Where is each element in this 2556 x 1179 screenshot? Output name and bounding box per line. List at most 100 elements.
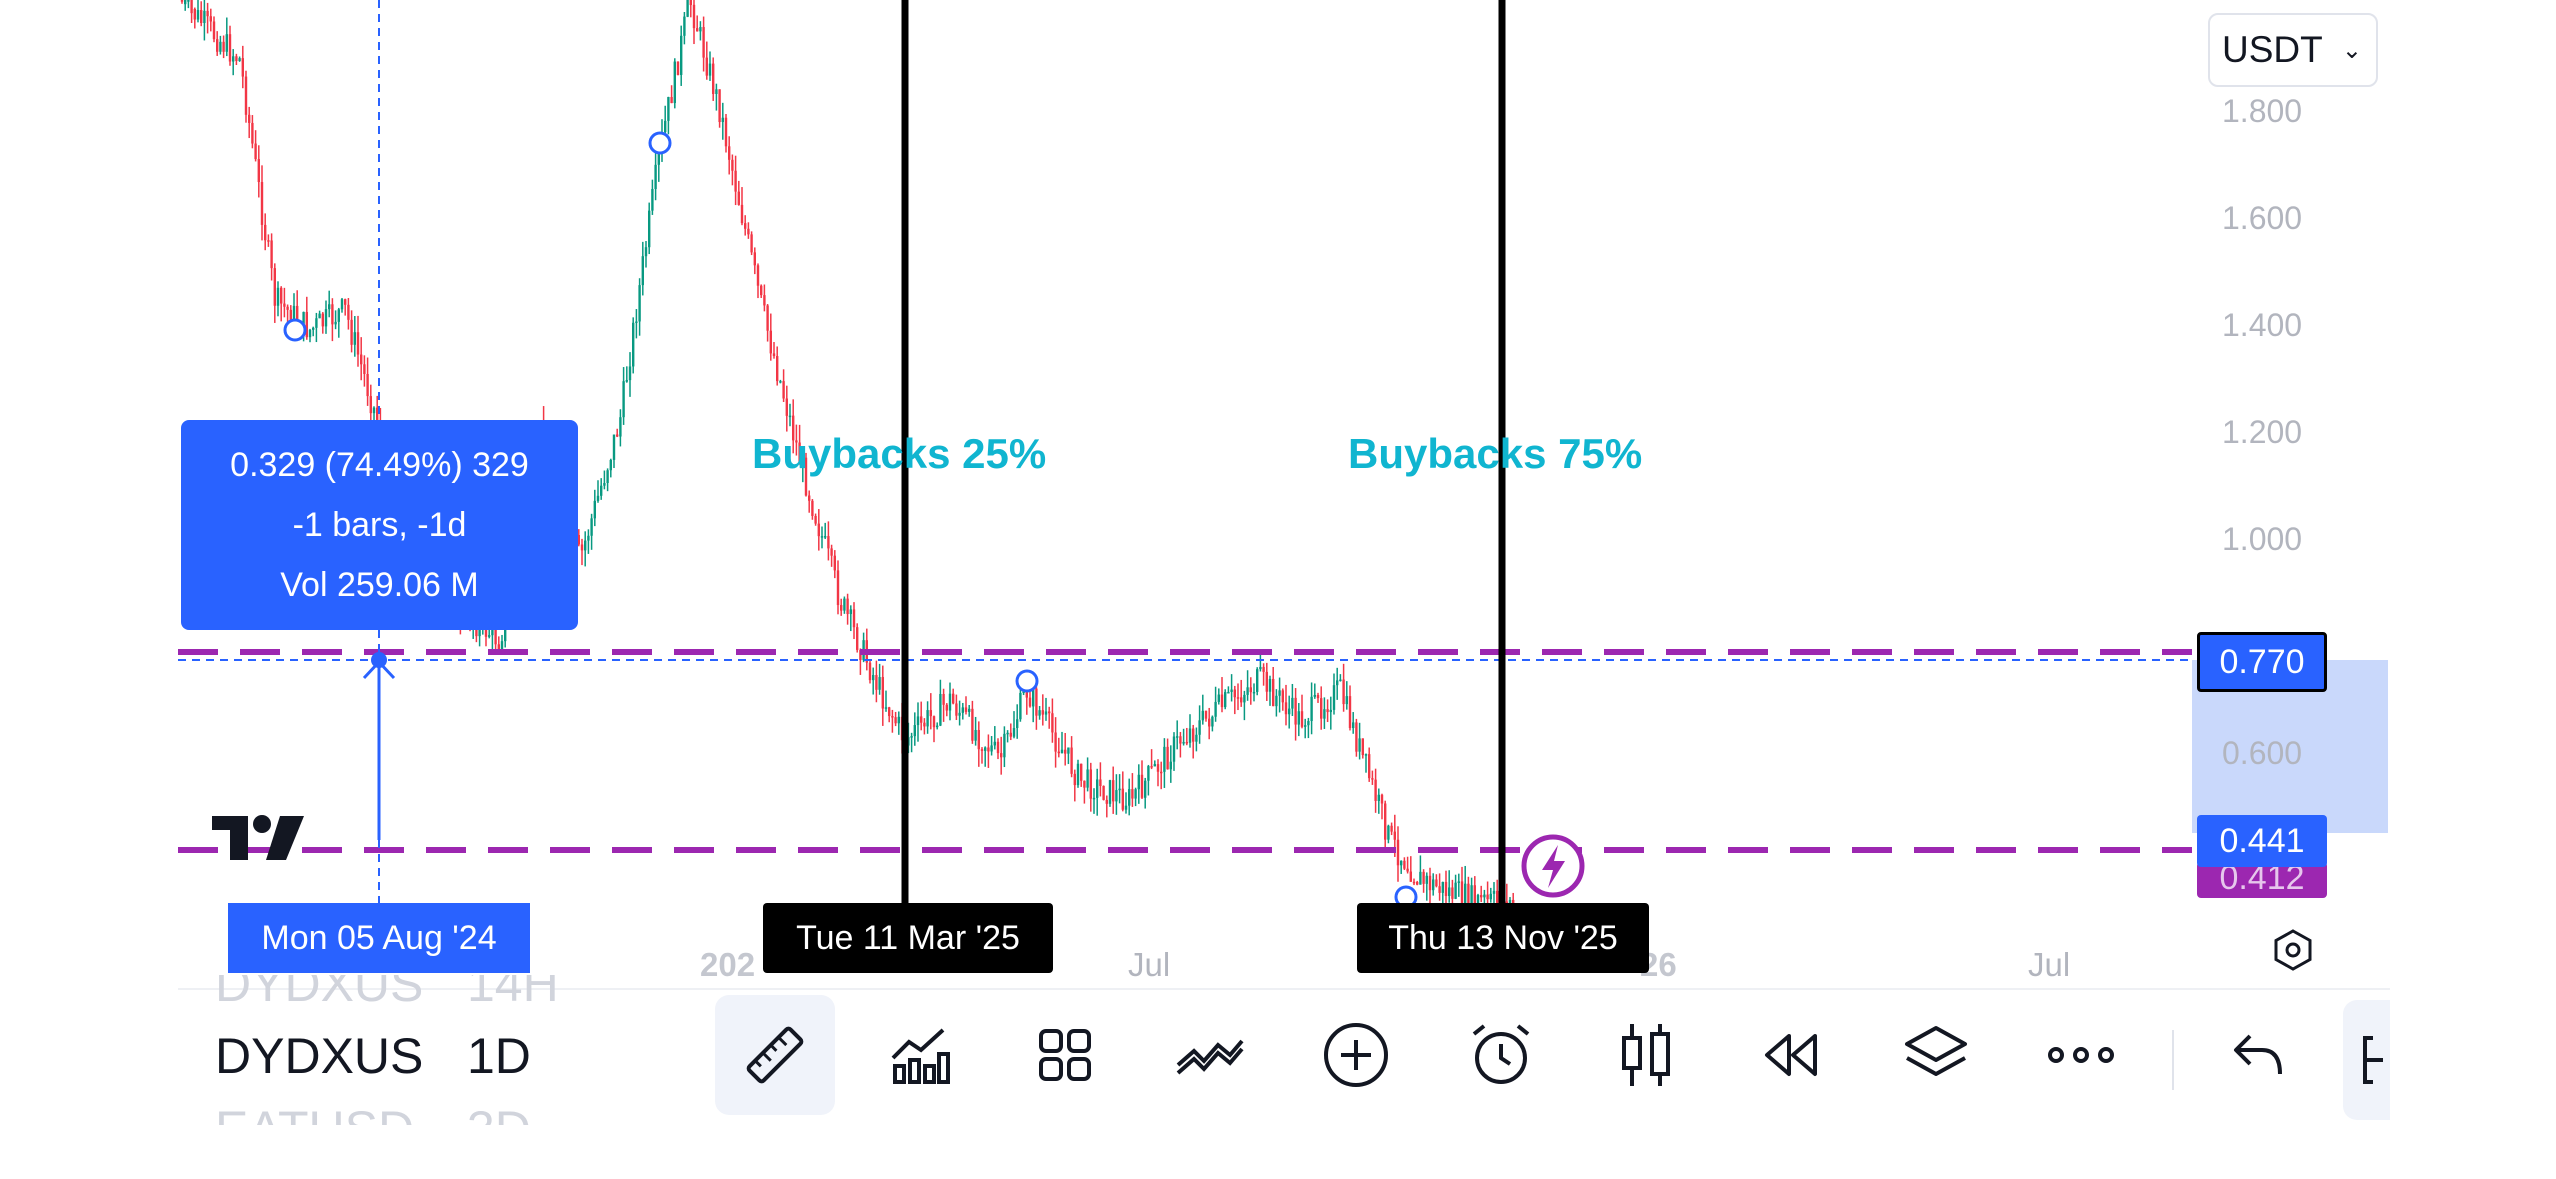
candle-body — [808, 495, 811, 501]
candle-body — [1377, 794, 1380, 801]
candle-body — [1259, 666, 1262, 670]
candle-body — [1435, 879, 1438, 887]
candle-body — [1012, 728, 1016, 737]
candle-body — [1464, 883, 1467, 908]
candle-body — [344, 299, 347, 305]
axis-settings-icon[interactable] — [2268, 925, 2318, 975]
candle-body — [494, 623, 497, 645]
candle-body — [1262, 666, 1265, 672]
candle-body — [337, 309, 340, 322]
candle-body — [1006, 732, 1009, 735]
candle-body — [1172, 736, 1176, 762]
candle-body — [830, 548, 833, 556]
candle-body — [257, 159, 260, 183]
alert-icon — [1472, 1024, 1530, 1084]
candle-body — [289, 309, 292, 326]
currency-select-value: USDT — [2222, 29, 2323, 70]
candle-body — [1227, 691, 1230, 694]
candle-body — [1124, 805, 1128, 810]
replay-button[interactable] — [1731, 995, 1851, 1115]
candle-body — [734, 170, 737, 192]
candle-body — [641, 256, 644, 286]
alert-button[interactable] — [1441, 995, 1561, 1115]
layouts-button[interactable] — [1005, 995, 1125, 1115]
chart-type-button[interactable] — [1586, 995, 1706, 1115]
drawings-button[interactable] — [1150, 995, 1270, 1115]
candle-body — [1265, 671, 1268, 692]
more-button[interactable] — [2021, 995, 2141, 1115]
currency-select[interactable]: USDT ⌄ — [2208, 13, 2378, 87]
symbol-timeframe-picker[interactable]: DYDXUS 14H DYDXUS 1D EATUSD 3D — [215, 975, 559, 1125]
time-axis-label: Jul — [2028, 946, 2071, 983]
candle-body — [1342, 679, 1345, 705]
candle-body — [766, 305, 769, 331]
price-axis-label: 1.200 — [2222, 414, 2303, 450]
undo-button[interactable] — [2198, 995, 2318, 1115]
annotation-buybacks-25[interactable]: Buybacks 25% — [752, 430, 1047, 477]
candle-body — [1156, 764, 1160, 772]
indicators-button[interactable] — [860, 995, 980, 1115]
candle-body — [1044, 711, 1048, 715]
candle-body — [196, 10, 200, 20]
price-badge-lower[interactable]: 0.441 — [2197, 815, 2327, 867]
price-badge-upper[interactable]: 0.770 — [2197, 632, 2327, 692]
candle-body — [241, 58, 244, 77]
candle-body — [1073, 773, 1076, 786]
event-marker[interactable] — [648, 131, 672, 155]
candle-body — [1444, 881, 1448, 897]
candle-body — [619, 417, 622, 437]
annotation-buybacks-75[interactable]: Buybacks 75% — [1348, 430, 1643, 477]
candle-body — [1352, 722, 1355, 729]
candle-body — [273, 268, 276, 306]
event-marker[interactable] — [1015, 669, 1039, 693]
candle-body — [1214, 701, 1217, 717]
candle-body — [1016, 719, 1019, 729]
candle-body — [1496, 890, 1499, 903]
candle-body — [1108, 780, 1112, 804]
candle-body — [1217, 694, 1220, 702]
event-marker[interactable] — [283, 318, 307, 342]
candle-body — [836, 570, 840, 606]
candle-body — [1432, 879, 1435, 891]
candle-body — [305, 311, 308, 338]
candle-body — [651, 189, 654, 211]
candle-body — [1067, 747, 1070, 754]
candle-body — [644, 247, 648, 257]
vertical-line-date-badge: Tue 11 Mar '25 — [763, 903, 1053, 973]
candle-body — [1310, 696, 1313, 722]
candle-body — [350, 319, 353, 345]
candle-body — [782, 381, 785, 399]
candle-body — [827, 536, 830, 549]
candle-body — [1355, 722, 1358, 752]
ruler-tool-button[interactable] — [715, 995, 835, 1115]
candle-body — [769, 330, 772, 354]
candle-body — [296, 305, 299, 324]
candle-body — [1393, 831, 1396, 840]
candle-body — [676, 61, 680, 75]
candle-body — [724, 117, 728, 147]
toolbar-divider — [178, 988, 2390, 990]
candle-body — [1278, 690, 1281, 696]
lightning-event-icon[interactable] — [1521, 834, 1585, 898]
candle-body — [1339, 679, 1342, 682]
candle-body — [1294, 697, 1297, 725]
candle-body — [795, 440, 798, 443]
candle-body — [1320, 698, 1323, 719]
panel-toggle-button[interactable] — [2343, 1000, 2390, 1120]
symbol-name: DYDXUS — [215, 1028, 424, 1084]
tradingview-logo — [212, 815, 304, 860]
candle-body — [740, 204, 744, 224]
add-button[interactable] — [1296, 995, 1416, 1115]
crosshair-date-badge: Mon 05 Aug '24 — [228, 903, 530, 973]
measure-anchor-point[interactable] — [371, 652, 387, 668]
candle-body — [1240, 697, 1243, 703]
candle-body — [353, 332, 356, 345]
more-icon — [2048, 1047, 2114, 1063]
layers-button[interactable] — [1876, 995, 1996, 1115]
candle-body — [331, 304, 334, 325]
candle-body — [920, 716, 923, 723]
candle-body — [628, 366, 632, 381]
candle-body — [1364, 754, 1368, 756]
candle-body — [1249, 687, 1252, 693]
candle-body — [792, 415, 795, 441]
